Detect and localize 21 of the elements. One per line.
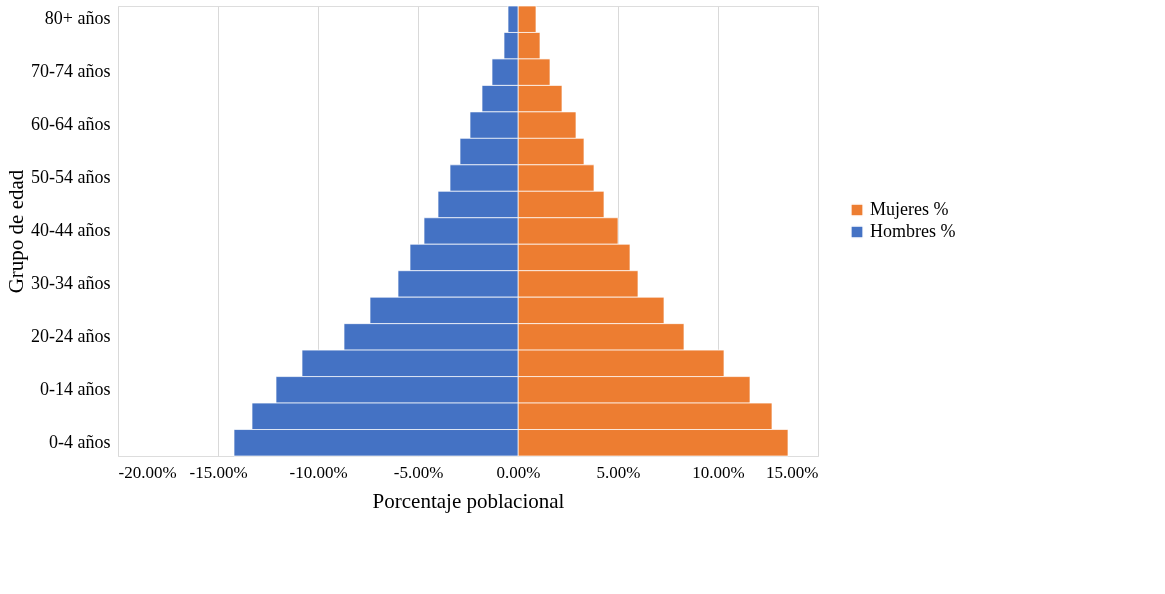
x-tick-label: -5.00%	[393, 462, 444, 482]
y-tick-label: 60-64 años	[31, 114, 111, 135]
y-axis-title: Grupo de edad	[4, 169, 29, 294]
y-tick-label: 50-54 años	[31, 167, 111, 188]
y-tick-label: 0-4 años	[49, 431, 111, 452]
y-tick-label: 40-44 años	[31, 220, 111, 240]
legend-label: Hombres %	[870, 221, 956, 241]
y-tick-label: 20-24 años	[31, 325, 111, 346]
y-tick-label: 80+ años	[44, 8, 111, 29]
x-tick-label: -20.00%	[118, 462, 177, 482]
legend-label: Mujeres %	[870, 199, 949, 219]
x-axis-title: Porcentaje poblacional	[372, 488, 565, 513]
x-tick-label: 5.00%	[596, 462, 641, 482]
y-tick-label: 70-74 años	[31, 61, 111, 82]
x-tick-label: 10.00%	[692, 462, 745, 482]
x-tick-label: -15.00%	[189, 462, 248, 482]
x-tick-label: 15.00%	[766, 462, 819, 482]
x-tick-label: 0.00%	[496, 462, 541, 482]
x-tick-label: -10.00%	[289, 462, 348, 482]
y-tick-label: 30-34 años	[31, 272, 111, 293]
y-tick-label: 0-14 años	[40, 378, 111, 399]
